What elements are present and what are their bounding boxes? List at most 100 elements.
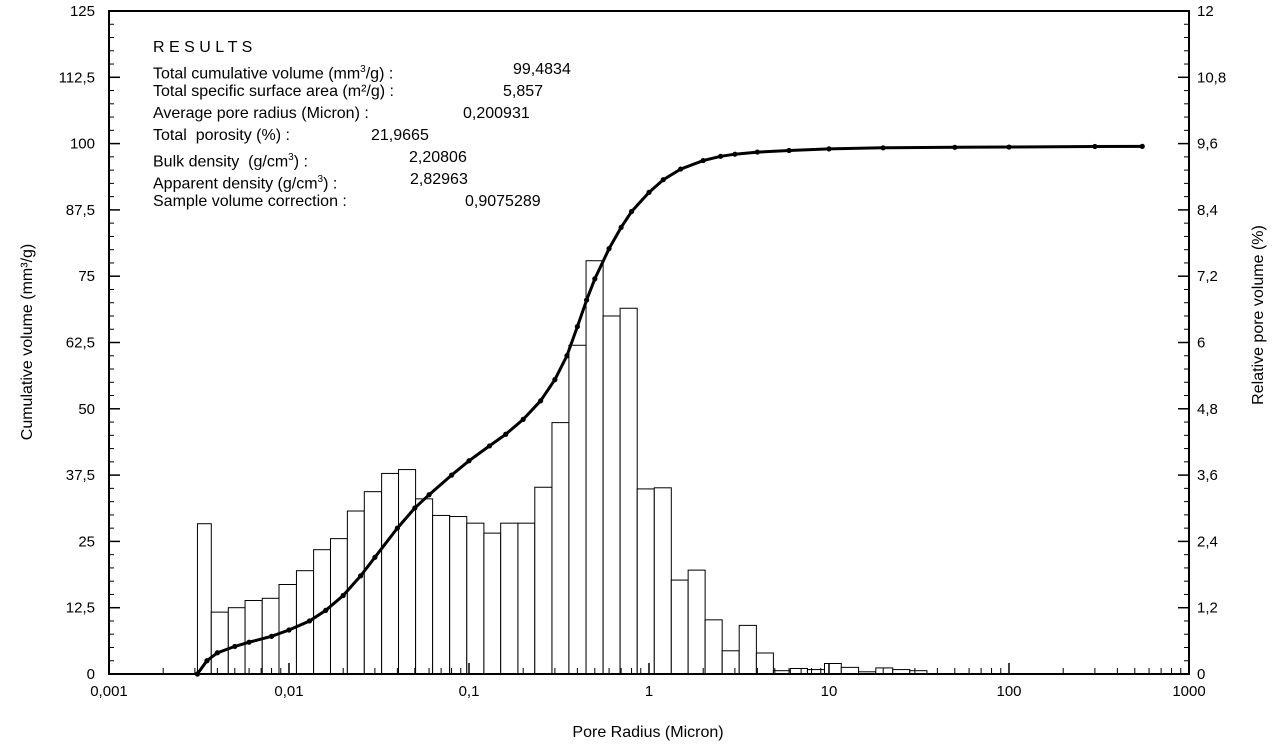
cumulative-point bbox=[628, 208, 635, 215]
cumulative-point bbox=[286, 627, 292, 633]
cumulative-point bbox=[678, 166, 684, 172]
x-tick-label: 1 bbox=[645, 683, 653, 700]
y-right-tick-label: 10,8 bbox=[1197, 69, 1226, 86]
y-axis-right-title: Relative pore volume (%) bbox=[1250, 225, 1267, 405]
cumulative-point bbox=[564, 353, 570, 359]
cumulative-point bbox=[448, 472, 455, 478]
y-left-tick-label: 125 bbox=[70, 3, 95, 20]
x-tick-label: 0,001 bbox=[90, 683, 128, 700]
cumulative-point bbox=[232, 643, 238, 650]
axis-ticks bbox=[108, 10, 1190, 675]
histogram-bars bbox=[196, 260, 928, 675]
result-value: 0,200931 bbox=[463, 105, 530, 122]
histogram-bar bbox=[687, 569, 706, 675]
cumulative-point bbox=[1006, 144, 1012, 150]
histogram-bar bbox=[568, 344, 587, 675]
histogram-bar bbox=[551, 422, 570, 675]
cumulative-point bbox=[786, 147, 792, 154]
x-tick-label: 10 bbox=[821, 683, 838, 700]
histogram-bar bbox=[346, 510, 365, 675]
cumulative-point bbox=[394, 525, 400, 531]
histogram-bar bbox=[823, 663, 842, 675]
y-left-tick-label: 87,5 bbox=[66, 202, 95, 219]
histogram-bar bbox=[534, 486, 553, 675]
cumulative-point bbox=[538, 398, 544, 404]
y-right-tick-label: 9,6 bbox=[1197, 136, 1218, 153]
histogram-bar bbox=[196, 523, 212, 675]
result-label: Sample volume correction : bbox=[153, 193, 347, 210]
cumulative-point bbox=[268, 633, 275, 639]
result-sup: 3 bbox=[360, 64, 366, 75]
result-total-porosity: Total porosity (%) : 21,9665 bbox=[153, 126, 429, 146]
histogram-bar bbox=[721, 650, 740, 675]
cumulative-point bbox=[1139, 143, 1145, 149]
y-right-tick-label: 8,4 bbox=[1197, 202, 1218, 219]
y-left-tick-label: 37,5 bbox=[66, 467, 95, 484]
cumulative-point bbox=[214, 650, 220, 656]
histogram-bar bbox=[704, 619, 723, 675]
x-tick-label: 0,1 bbox=[459, 683, 480, 700]
histogram-bar bbox=[670, 579, 689, 675]
x-axis-title: Pore Radius (Micron) bbox=[572, 724, 723, 741]
cumulative-point bbox=[358, 573, 364, 579]
cumulative-point bbox=[754, 149, 760, 155]
y-right-tick-label: 1,2 bbox=[1197, 600, 1218, 617]
result-label-rest: ) : bbox=[323, 175, 338, 193]
histogram-bar bbox=[363, 491, 383, 675]
histogram-bar bbox=[619, 307, 638, 675]
result-label: Average pore radius (Micron) : bbox=[153, 105, 369, 122]
cumulative-point bbox=[246, 639, 252, 645]
histogram-bar bbox=[517, 522, 536, 675]
y-right-tick-label: 3,6 bbox=[1197, 467, 1218, 484]
y-right-tick-label: 0 bbox=[1197, 666, 1205, 683]
cumulative-point bbox=[826, 146, 832, 152]
x-tick-label: 0,01 bbox=[274, 683, 303, 700]
cumulative-point bbox=[574, 323, 580, 330]
result-apparent-density: Apparent density (g/cm3) : 2,82963 bbox=[153, 170, 468, 194]
result-label-rest: ) : bbox=[293, 153, 308, 171]
cumulative-point bbox=[732, 151, 738, 157]
result-bulk-density: Bulk density (g/cm3) : 2,20806 bbox=[153, 148, 467, 172]
histogram-bar bbox=[602, 315, 621, 675]
histogram-bar bbox=[432, 514, 451, 675]
histogram-bar bbox=[449, 516, 468, 675]
histogram-bar bbox=[227, 607, 246, 675]
histogram-bar bbox=[636, 488, 655, 675]
results-heading: R E S U L T S bbox=[153, 39, 253, 56]
histogram-bar bbox=[500, 522, 519, 675]
cumulative-point bbox=[306, 618, 313, 624]
cumulative-point bbox=[323, 607, 329, 613]
histogram-bar bbox=[585, 260, 604, 675]
result-value: 99,4834 bbox=[513, 61, 571, 78]
result-label: Total cumulative volume (mm bbox=[153, 65, 361, 83]
result-label: Total specific surface area (m²/g) : bbox=[153, 83, 394, 100]
result-total-specific-surface-area: Total specific surface area (m²/g) : 5,85… bbox=[153, 82, 543, 102]
histogram-bar bbox=[483, 532, 502, 675]
cumulative-point bbox=[520, 416, 526, 423]
y-right-tick-label: 4,8 bbox=[1197, 401, 1218, 418]
result-value: 21,9665 bbox=[371, 127, 429, 144]
histogram-bar bbox=[755, 652, 774, 675]
cumulative-point bbox=[552, 377, 558, 383]
cumulative-point bbox=[880, 145, 886, 151]
y-left-tick-label: 75 bbox=[78, 268, 95, 285]
result-average-pore-radius: Average pore radius (Micron) : 0,200931 bbox=[153, 104, 530, 124]
result-sup: 3 bbox=[317, 174, 324, 185]
result-value: 2,20806 bbox=[409, 149, 467, 166]
cumulative-point bbox=[340, 592, 346, 599]
cumulative-point bbox=[606, 246, 612, 252]
result-value: 5,857 bbox=[503, 83, 544, 100]
histogram-bar bbox=[244, 600, 263, 675]
histogram-bar bbox=[415, 498, 434, 675]
y-left-tick-label: 100 bbox=[70, 136, 95, 153]
result-value: 2,82963 bbox=[410, 171, 468, 188]
cumulative-point bbox=[583, 297, 590, 303]
result-value: 0,9075289 bbox=[465, 193, 541, 210]
y-left-tick-label: 12,5 bbox=[66, 600, 95, 617]
tick-labels: 0,001 0,01 0,1 1 10 100 1000012,52537,55062,57… bbox=[59, 3, 1227, 700]
cumulative-point bbox=[660, 177, 666, 183]
y-right-tick-label: 2,4 bbox=[1197, 533, 1218, 550]
histogram-bar bbox=[381, 472, 400, 675]
y-left-tick-label: 62,5 bbox=[66, 335, 95, 352]
y-axis-left-title: Cumulative volume (mm³/g) bbox=[19, 244, 36, 440]
